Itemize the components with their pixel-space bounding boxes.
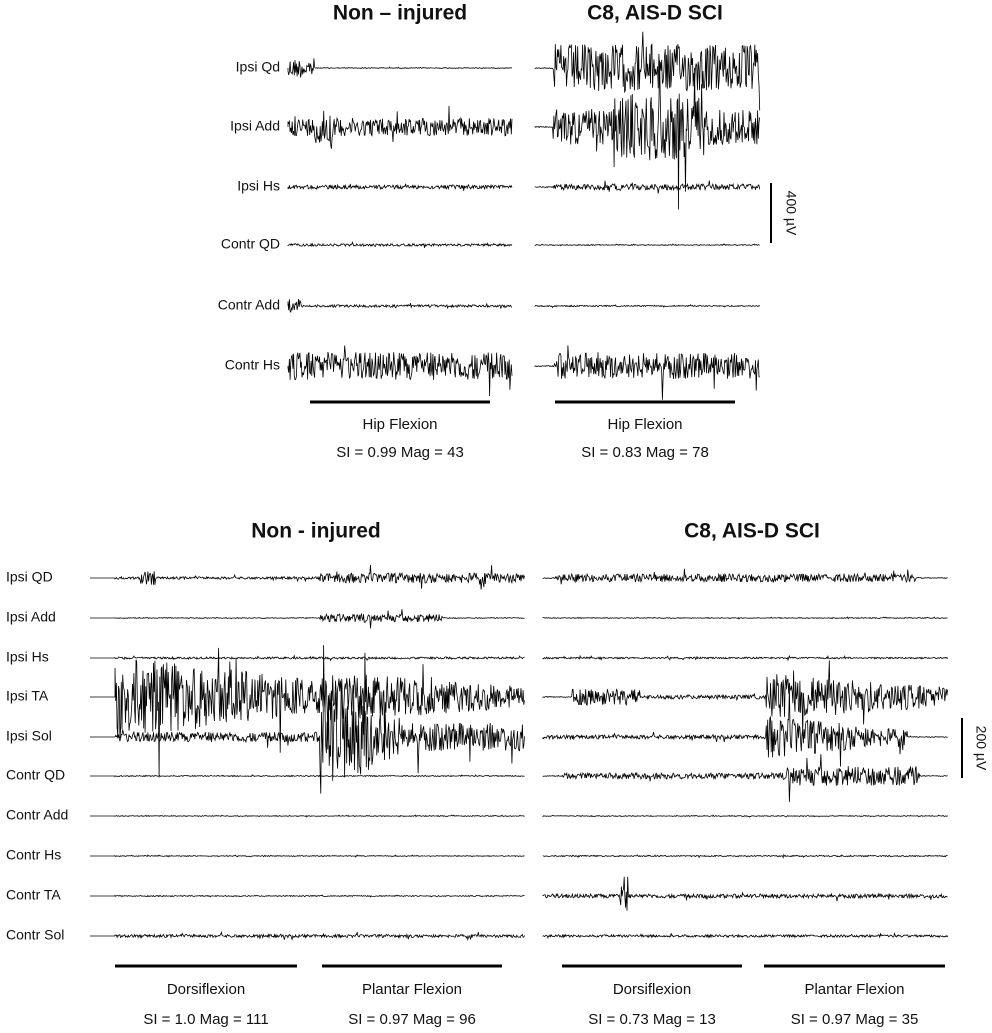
muscle-label: Ipsi Hs (6, 649, 49, 665)
emg-trace (287, 345, 513, 397)
task-label: Dorsiflexion (167, 981, 245, 998)
emg-trace (114, 930, 525, 942)
muscle-label: Ipsi TA (6, 688, 49, 704)
emg-trace (542, 616, 948, 620)
task-stats: SI = 0.73 Mag = 13 (588, 1011, 716, 1028)
scale-label: 200 µV (973, 726, 989, 771)
emg-trace (534, 31, 761, 111)
muscle-label: Contr Hs (6, 847, 61, 863)
emg-trace (542, 686, 948, 767)
emg-trace (114, 774, 525, 778)
emg-trace (114, 654, 525, 662)
scale-label: 400 µV (783, 191, 799, 236)
column-title: Non - injured (251, 520, 381, 543)
emg-trace (542, 754, 948, 802)
task-label: Hip Flexion (607, 416, 682, 433)
muscle-label: Ipsi Hs (237, 178, 280, 194)
emg-trace (114, 814, 525, 818)
emg-trace (114, 894, 525, 898)
muscle-label: Contr QD (221, 236, 280, 252)
task-stats: SI = 0.97 Mag = 96 (348, 1011, 476, 1028)
emg-trace (114, 647, 525, 778)
emg-trace (534, 304, 760, 309)
emg-trace (287, 105, 513, 149)
task-label: Hip Flexion (362, 416, 437, 433)
column-title: C8, AIS-D SCI (587, 2, 723, 25)
muscle-label: Ipsi Add (230, 118, 280, 134)
emg-trace (287, 58, 513, 78)
muscle-label: Contr Hs (225, 357, 280, 373)
emg-trace (534, 60, 761, 210)
muscle-label: Contr Add (218, 297, 280, 313)
emg-trace (542, 853, 948, 859)
emg-trace (114, 645, 525, 794)
emg-trace (287, 183, 513, 191)
task-label: Plantar Flexion (804, 981, 904, 998)
emg-trace (534, 345, 760, 400)
emg-trace (534, 180, 761, 194)
emg-trace (534, 243, 760, 247)
column-title: Non – injured (333, 2, 467, 25)
emg-trace (542, 660, 948, 737)
emg-trace (114, 609, 525, 629)
column-title: C8, AIS-D SCI (684, 520, 820, 543)
emg-trace (542, 876, 948, 911)
task-label: Plantar Flexion (362, 981, 462, 998)
muscle-label: Contr TA (6, 887, 61, 903)
emg-trace (542, 932, 948, 940)
muscle-label: Ipsi QD (6, 569, 53, 585)
emg-trace (287, 299, 513, 313)
task-stats: SI = 1.0 Mag = 111 (143, 1011, 268, 1028)
task-stats: SI = 0.97 Mag = 35 (791, 1011, 919, 1028)
emg-trace (114, 564, 525, 590)
emg-trace (287, 241, 513, 248)
task-label: Dorsiflexion (613, 981, 691, 998)
muscle-label: Ipsi Sol (6, 728, 52, 744)
muscle-label: Contr QD (6, 767, 65, 783)
muscle-label: Ipsi Qd (236, 59, 280, 75)
task-stats: SI = 0.99 Mag = 43 (336, 444, 464, 461)
emg-trace (542, 568, 948, 585)
emg-trace (542, 654, 948, 662)
muscle-label: Contr Add (6, 807, 68, 823)
task-stats: SI = 0.83 Mag = 78 (581, 444, 709, 461)
emg-trace (542, 814, 948, 818)
emg-trace (114, 854, 525, 858)
muscle-label: Ipsi Add (6, 609, 56, 625)
muscle-label: Contr Sol (6, 927, 64, 943)
